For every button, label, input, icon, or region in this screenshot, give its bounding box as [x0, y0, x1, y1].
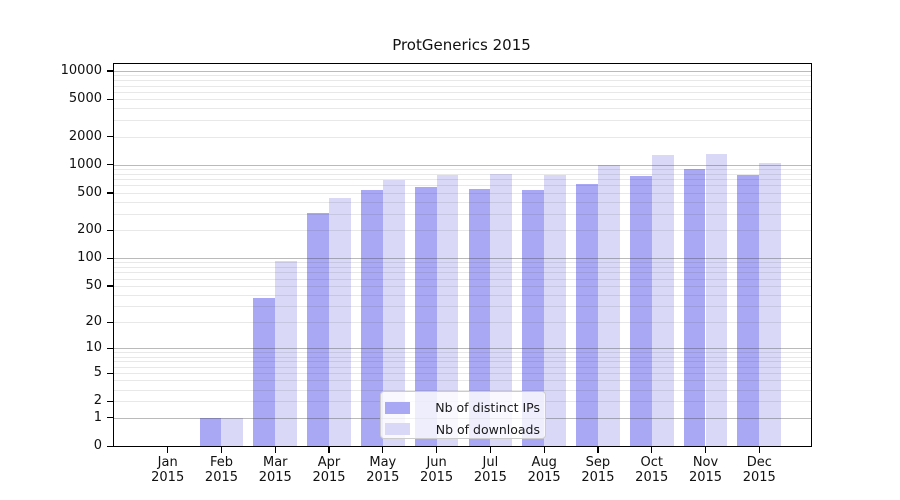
x-tick-mark [328, 447, 330, 453]
y-tick-label: 20 [85, 314, 102, 330]
bar-distinct-ips [737, 174, 760, 446]
x-tick-label: May 2015 [366, 455, 400, 485]
y-tick-mark [107, 70, 113, 72]
y-tick-label: 10 [85, 340, 102, 356]
bar-distinct-ips [683, 169, 706, 446]
y-tick-mark [107, 98, 113, 100]
x-tick-label: Oct 2015 [635, 455, 669, 485]
x-tick-mark [704, 447, 707, 453]
x-tick-label: Jan 2015 [151, 455, 185, 485]
y-tick-label: 100 [77, 250, 102, 266]
y-tick-label: 500 [77, 184, 102, 200]
y-tick-mark [107, 347, 113, 350]
legend-label-downloads: Nb of downloads [435, 421, 540, 437]
bar-downloads [651, 155, 674, 446]
y-tick-label: 2000 [68, 128, 102, 144]
y-tick-mark [107, 417, 113, 419]
x-tick-label: Aug 2015 [527, 455, 561, 485]
y-tick-mark [107, 372, 113, 374]
x-tick-label: Apr 2015 [312, 455, 346, 485]
x-tick-mark [758, 447, 760, 453]
y-tick-label: 10000 [60, 63, 102, 78]
y-tick-mark [107, 164, 113, 166]
axes-layer: 10000 5000 2000 1000 500 200 100 50 20 10 5 2 1 0 Jan … [61, 64, 811, 485]
bar-distinct-ips [307, 212, 330, 446]
y-tick-label: 5000 [68, 91, 102, 107]
plot-area: 10000 5000 2000 1000 500 200 100 50 20 10 5 2 1 0 Jan … [61, 63, 812, 485]
bar-distinct-ips [629, 175, 652, 446]
legend-swatch-distinct-ips [385, 401, 410, 414]
x-tick-label: Sep 2015 [581, 455, 615, 485]
bar-downloads [221, 417, 244, 446]
bar-distinct-ips [199, 417, 222, 446]
legend-item-downloads: Nb of downloads [385, 421, 540, 439]
y-tick-label: 200 [77, 222, 102, 238]
x-tick-mark [436, 447, 438, 453]
legend-label-distinct-ips: Nb of distinct IPs [435, 400, 540, 416]
y-tick-mark [107, 445, 113, 447]
bar-distinct-ips [361, 190, 383, 446]
legend-swatch-downloads [385, 423, 410, 436]
y-tick-label: 5 [93, 365, 102, 381]
x-tick-label: Dec 2015 [742, 455, 776, 485]
bar-downloads [544, 175, 566, 446]
bar-distinct-ips [522, 189, 545, 446]
x-tick-mark [382, 447, 384, 453]
y-tick-label: 50 [85, 277, 102, 293]
x-tick-mark [489, 447, 491, 453]
bar-downloads [705, 153, 728, 446]
bar-downloads [759, 163, 782, 446]
bar-downloads [329, 198, 351, 446]
y-tick-mark [107, 229, 113, 231]
y-tick-mark [107, 136, 113, 138]
y-tick-label: 1 [93, 409, 102, 425]
bar-downloads [597, 164, 620, 446]
y-tick-mark [107, 257, 113, 259]
x-tick-mark [543, 447, 545, 453]
bar-downloads [436, 175, 459, 446]
y-tick-label: 0 [93, 438, 102, 453]
y-tick-mark [107, 400, 113, 402]
x-tick-label: Nov 2015 [688, 455, 723, 485]
bar-distinct-ips [414, 186, 437, 446]
x-tick-mark [651, 447, 653, 453]
y-tick-mark [107, 285, 113, 287]
x-tick-label: Jun 2015 [420, 455, 454, 485]
bar-downloads [275, 261, 298, 446]
x-tick-label: Jul 2015 [473, 455, 507, 485]
y-tick-label: 2 [93, 393, 102, 409]
x-tick-mark [597, 447, 599, 453]
x-tick-label: Mar 2015 [258, 455, 292, 485]
bar-distinct-ips [576, 184, 598, 446]
x-tick-label: Feb 2015 [204, 455, 239, 485]
x-tick-mark [274, 447, 276, 453]
bar-downloads [382, 179, 405, 446]
y-tick-mark [107, 321, 113, 323]
y-tick-label: 1000 [68, 156, 102, 172]
bar-distinct-ips [253, 297, 276, 446]
y-tick-mark [107, 192, 113, 194]
legend-item-distinct-ips: Nb of distinct IPs [385, 399, 540, 417]
legend: Nb of distinct IPs Nb of downloads [380, 391, 546, 439]
x-tick-mark [220, 447, 223, 453]
bars-layer [114, 64, 811, 446]
x-tick-mark [167, 447, 169, 453]
chart-title: ProtGenerics 2015 [392, 36, 531, 54]
bar-distinct-ips [468, 189, 491, 446]
bar-downloads [490, 174, 513, 446]
